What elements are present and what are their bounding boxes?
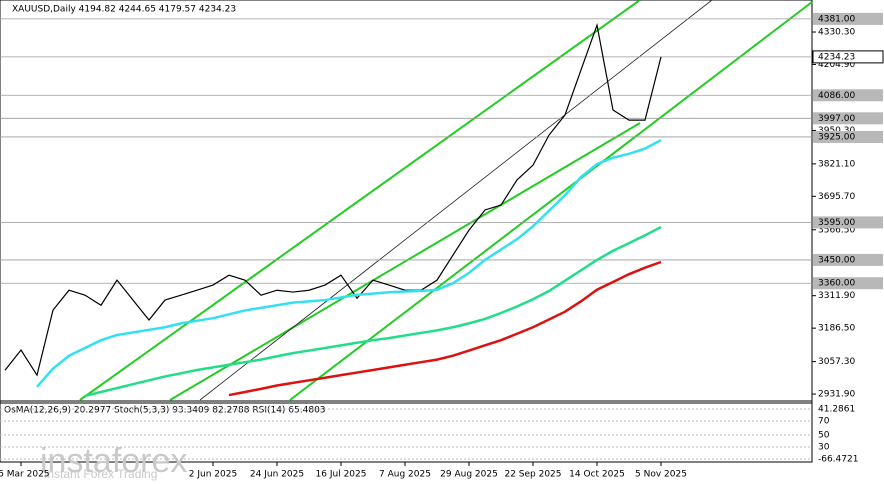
x-tick-label: 29 Aug 2025 xyxy=(440,470,498,480)
level-label: 3925.00 xyxy=(818,132,855,142)
level-label: 3997.00 xyxy=(818,114,855,124)
sub-axis-label: -66.4721 xyxy=(818,455,858,465)
y-tick-label: 3186.50 xyxy=(818,324,855,334)
watermark: instaforex xyxy=(40,442,187,480)
level-label-bg xyxy=(813,89,883,102)
indicator-label: OsMA(12,26,9) 20.2977 Stoch(5,3,3) 93.34… xyxy=(4,406,326,416)
trend-line xyxy=(199,0,713,401)
sub-axis-label: 50 xyxy=(818,431,830,441)
chart-title: XAUUSD,Daily 4194.82 4244.65 4179.57 423… xyxy=(12,5,236,15)
y-tick-label: 3821.10 xyxy=(818,159,855,169)
x-tick-label: 14 Oct 2025 xyxy=(569,470,625,480)
sub-axis-label: 41.2861 xyxy=(818,405,855,415)
level-label: 4381.00 xyxy=(818,14,855,24)
y-tick-label: 3311.90 xyxy=(818,291,855,301)
level-label-bg xyxy=(813,130,883,143)
x-tick-label: 16 Jul 2025 xyxy=(316,470,367,480)
y-tick-label: 4204.90 xyxy=(818,60,855,70)
series-line xyxy=(4,22,662,377)
channel xyxy=(79,0,813,401)
x-tick-label: 25 Mar 2025 xyxy=(0,470,50,480)
x-tick-label: 22 Sep 2025 xyxy=(504,470,561,480)
y-tick-label: 4330.30 xyxy=(818,28,855,38)
y-tick-label: 3695.70 xyxy=(818,192,855,202)
sub-axis-label: 70 xyxy=(818,417,830,427)
y-tick-label: 3566.50 xyxy=(818,225,855,235)
level-label-bg xyxy=(813,253,883,266)
level-label-bg xyxy=(813,216,883,229)
level-label: 4234.23 xyxy=(818,52,855,62)
x-tick-label: 2 Jun 2025 xyxy=(189,470,237,480)
channel-line xyxy=(79,0,641,401)
level-label: 3450.00 xyxy=(818,255,855,265)
channel-line xyxy=(289,1,813,401)
y-tick-label: 2931.90 xyxy=(818,390,855,400)
x-tick-label: 24 Jun 2025 xyxy=(250,470,304,480)
level-label-bg xyxy=(812,50,884,64)
level-label: 4086.00 xyxy=(818,91,855,101)
sub-axis-label: 30 xyxy=(818,443,830,453)
level-label: 3595.00 xyxy=(818,218,855,228)
series-line xyxy=(84,225,662,398)
channel-line xyxy=(169,122,641,401)
level-label-bg xyxy=(813,112,883,125)
y-tick-label: 3950.30 xyxy=(818,126,855,136)
level-label: 3360.00 xyxy=(818,279,855,289)
y-tick-label: 3057.30 xyxy=(818,357,855,367)
level-label-bg xyxy=(813,277,883,290)
x-tick-label: 7 Aug 2025 xyxy=(379,470,431,480)
x-tick-label: 5 Nov 2025 xyxy=(635,470,687,480)
watermark-sub: Instant Forex Trading xyxy=(44,467,157,481)
plot-frame xyxy=(0,0,813,463)
level-label-bg xyxy=(813,12,883,25)
series-line xyxy=(228,260,662,397)
series-line xyxy=(36,138,662,388)
